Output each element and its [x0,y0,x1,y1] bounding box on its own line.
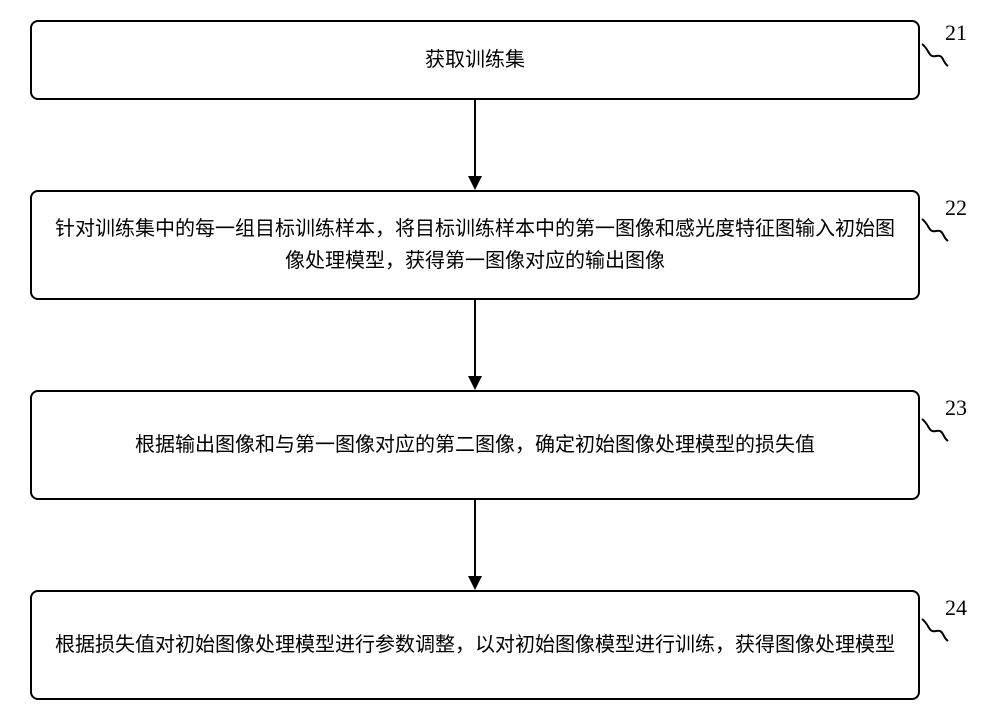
node-text: 获取训练集 [425,44,525,76]
flow-arrow-3 [463,500,487,590]
flowchart-node-n3: 根据输出图像和与第一图像对应的第二图像，确定初始图像处理模型的损失值 [30,390,920,500]
node-text: 针对训练集中的每一组目标训练样本，将目标训练样本中的第一图像和感光度特征图输入初… [52,213,898,277]
flow-arrow-1 [463,100,487,190]
flowchart-node-n2: 针对训练集中的每一组目标训练样本，将目标训练样本中的第一图像和感光度特征图输入初… [30,190,920,300]
node-text: 根据输出图像和与第一图像对应的第二图像，确定初始图像处理模型的损失值 [135,429,815,461]
node-label-n4: 24 [945,595,967,621]
flow-arrow-2 [463,300,487,390]
node-text: 根据损失值对初始图像处理模型进行参数调整，以对初始图像模型进行训练，获得图像处理… [55,629,895,661]
flowchart-node-n4: 根据损失值对初始图像处理模型进行参数调整，以对初始图像模型进行训练，获得图像处理… [30,590,920,700]
node-label-n2: 22 [945,195,967,221]
node-label-n1: 21 [945,20,967,46]
node-label-n3: 23 [945,395,967,421]
flowchart-canvas: 获取训练集 21 针对训练集中的每一组目标训练样本，将目标训练样本中的第一图像和感光… [0,0,1000,725]
flowchart-node-n1: 获取训练集 [30,20,920,100]
